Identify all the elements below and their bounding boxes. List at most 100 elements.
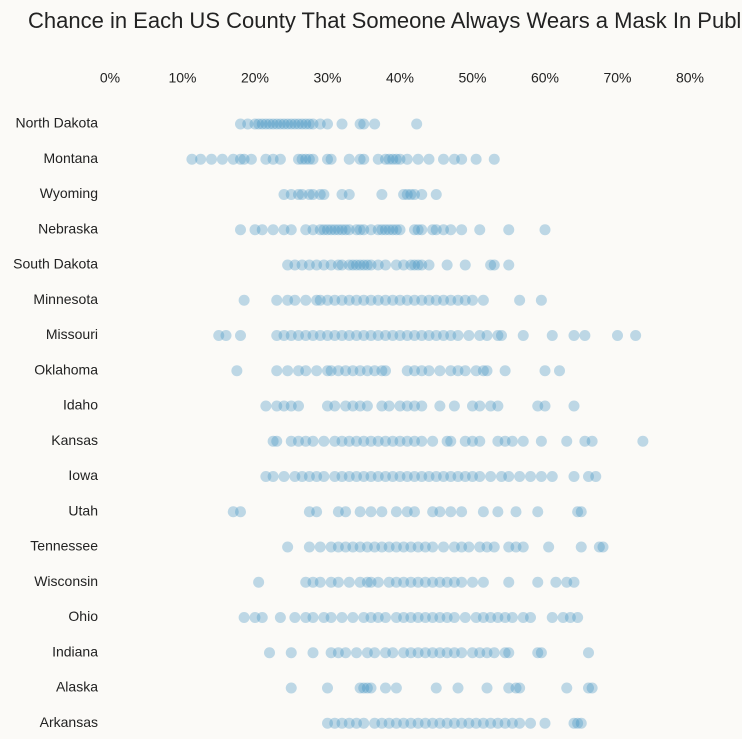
dot [416, 294, 428, 306]
dot [477, 576, 489, 588]
dot [358, 682, 370, 694]
dot [448, 541, 460, 553]
dot [365, 259, 377, 271]
dot [438, 224, 449, 236]
dot [456, 717, 468, 729]
dot [307, 576, 319, 588]
dot [477, 612, 489, 623]
dot [318, 189, 330, 200]
dot [365, 576, 377, 588]
dot [525, 717, 536, 729]
dot [325, 259, 337, 271]
dot [535, 294, 547, 306]
dot [390, 612, 402, 623]
dot [401, 330, 413, 341]
y-tick-label: Kansas [51, 432, 98, 448]
dot [372, 153, 384, 165]
dot [416, 435, 428, 447]
dot [271, 330, 283, 341]
dot [405, 612, 417, 623]
dot [249, 224, 261, 236]
dot [409, 365, 420, 377]
y-tick-label: Minnesota [33, 291, 98, 307]
dot [318, 471, 330, 482]
dot [539, 400, 551, 412]
dot [354, 118, 366, 130]
dot [459, 259, 471, 271]
dot [427, 717, 439, 729]
dot [394, 224, 406, 236]
dot [535, 435, 547, 447]
dot [470, 365, 482, 377]
dot [387, 647, 399, 659]
dot [186, 153, 198, 165]
dot [372, 224, 384, 236]
dot [448, 400, 460, 412]
dot [492, 330, 504, 341]
dot [506, 717, 518, 729]
dot [343, 153, 355, 165]
dot [264, 118, 275, 130]
dot [307, 189, 319, 200]
dot [336, 330, 348, 341]
dot [456, 576, 468, 588]
dot [318, 612, 330, 623]
dot [568, 330, 580, 341]
dot [535, 647, 547, 659]
dot [383, 576, 395, 588]
dot [409, 506, 420, 518]
dot [405, 647, 417, 659]
dot [503, 471, 515, 482]
dot [303, 153, 315, 165]
x-tick-label: 60% [531, 70, 559, 86]
dot [434, 506, 446, 518]
dot [539, 717, 551, 729]
dot [390, 153, 402, 165]
dot [430, 471, 442, 482]
dot [398, 612, 410, 623]
dot [409, 435, 420, 447]
dot [575, 717, 587, 729]
dot [358, 259, 370, 271]
dot [477, 717, 489, 729]
dot [322, 330, 333, 341]
dot [459, 365, 471, 377]
dot [467, 471, 478, 482]
dot [282, 365, 294, 377]
dot [488, 647, 500, 659]
dot [343, 294, 355, 306]
dot [307, 118, 319, 130]
dot [485, 717, 497, 729]
dot [412, 576, 424, 588]
dot [351, 717, 362, 729]
dot [456, 506, 468, 518]
dot [612, 330, 623, 341]
dot [514, 294, 526, 306]
dot [546, 471, 558, 482]
dot [416, 400, 428, 412]
dot [322, 400, 333, 412]
dot [274, 612, 286, 623]
dot [467, 435, 478, 447]
dot [485, 400, 497, 412]
dot [492, 717, 504, 729]
dot [416, 259, 428, 271]
dot [329, 717, 341, 729]
dot [365, 330, 377, 341]
dot [401, 471, 413, 482]
dot [296, 189, 308, 200]
dot [419, 576, 431, 588]
dot [347, 400, 359, 412]
dot [369, 365, 381, 377]
dot [456, 153, 468, 165]
dot [365, 612, 377, 623]
dot [376, 717, 388, 729]
dot [506, 435, 518, 447]
dot [278, 118, 290, 130]
dot [575, 541, 587, 553]
dot [394, 471, 406, 482]
dot [376, 400, 388, 412]
dot [340, 224, 352, 236]
dot [467, 400, 478, 412]
dot [438, 471, 449, 482]
